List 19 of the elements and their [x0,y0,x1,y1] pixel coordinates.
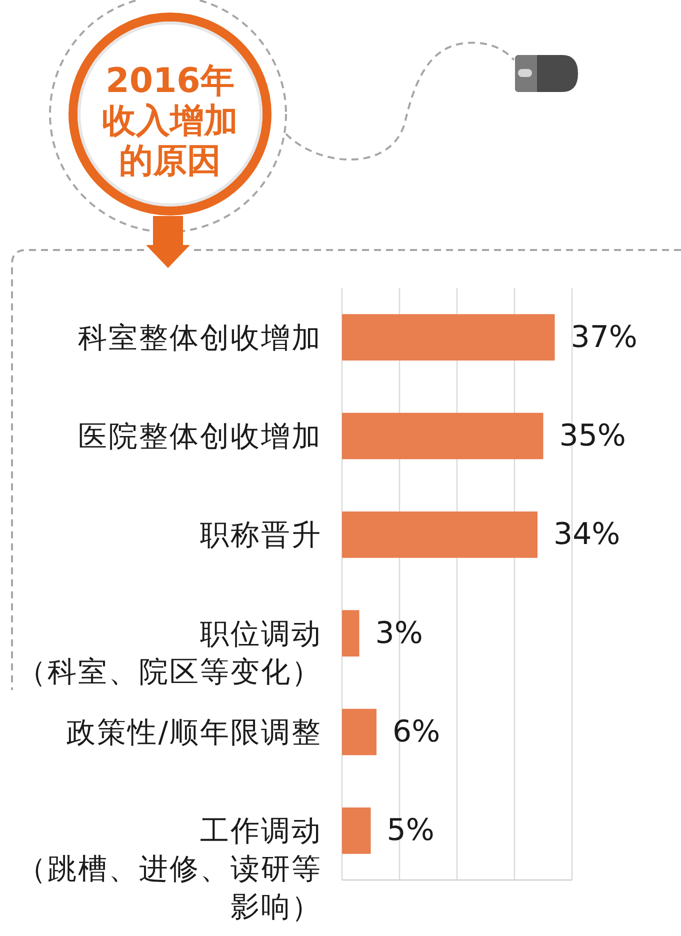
bar [342,314,555,361]
data-label: 35% [559,418,626,454]
y-tick-label: 职称晋升 [200,518,322,552]
y-tick-label: 工作调动（跳槽、进修、读研等影响） [17,814,322,924]
bar [342,807,371,854]
data-label: 3% [375,616,423,651]
data-label: 34% [554,517,620,552]
y-tick-label: 科室整体创收增加 [78,320,322,354]
y-tick-label: 职位调动（科室、院区等变化） [17,616,322,688]
y-tick-label: 政策性/顺年限调整 [66,715,322,749]
chart-title: 2016年收入增加的原因 [102,61,238,181]
bar [342,610,360,657]
data-label: 37% [570,320,638,355]
bar [342,511,538,558]
y-tick-label: 医院整体创收增加 [78,419,322,453]
data-label: 5% [386,813,434,848]
data-label: 6% [392,714,440,750]
bar [342,708,376,756]
bar [342,412,544,460]
